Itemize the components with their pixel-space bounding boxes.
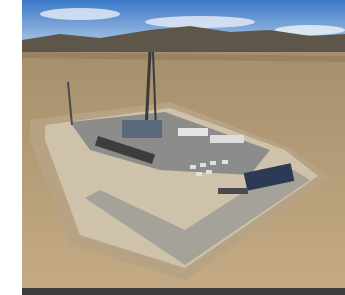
photo <box>0 0 345 295</box>
trailer <box>210 135 244 143</box>
equipment <box>218 188 248 194</box>
trailer <box>178 128 208 136</box>
rig-floor <box>122 120 162 138</box>
image <box>22 0 345 295</box>
cloud <box>40 8 120 20</box>
bottom-bar <box>22 288 345 295</box>
page <box>0 0 345 295</box>
cloud <box>145 16 255 28</box>
